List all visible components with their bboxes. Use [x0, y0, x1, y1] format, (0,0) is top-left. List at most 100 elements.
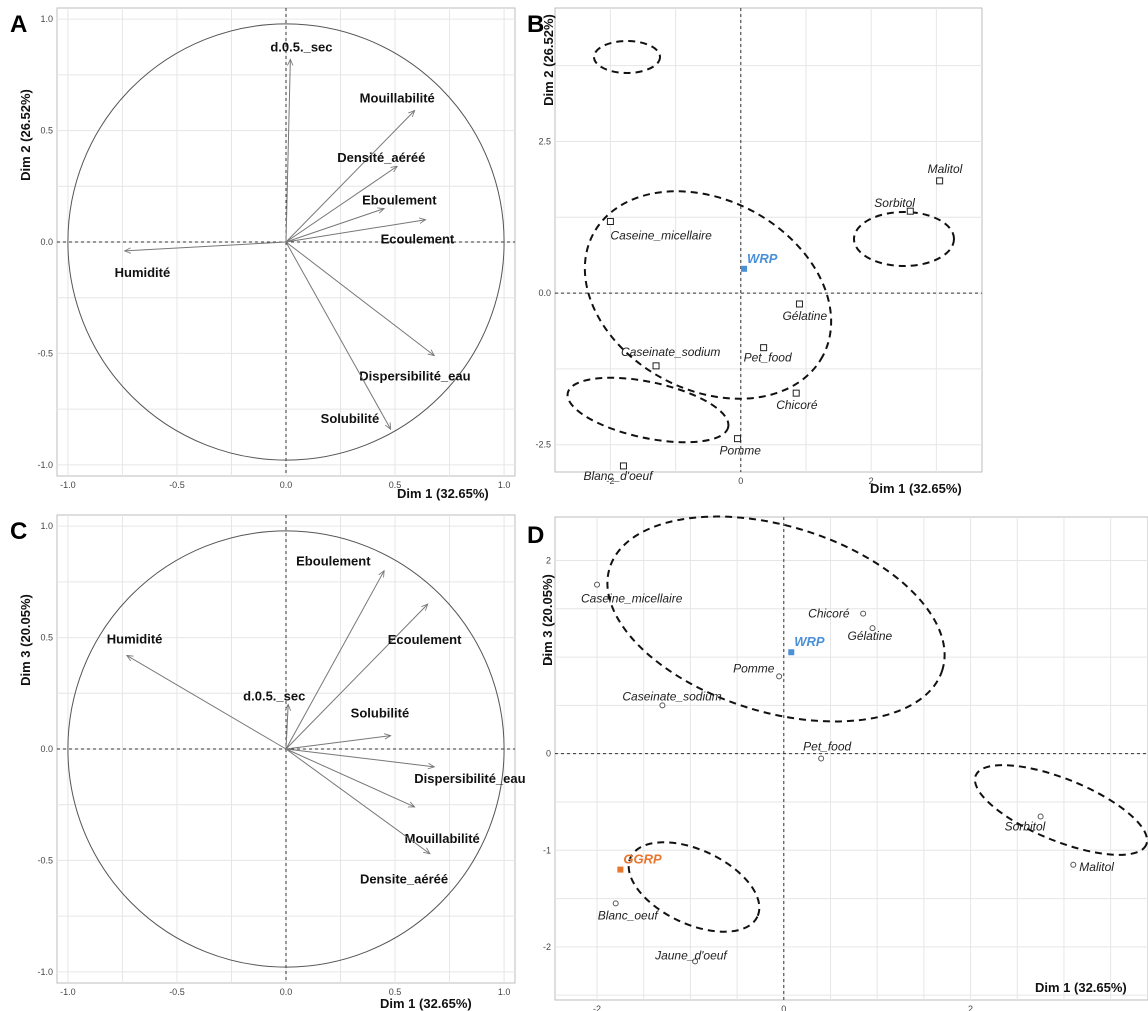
x-tick-label: 0.5: [389, 480, 402, 490]
point-blanc-oeuf: [612, 900, 619, 907]
point-caseinate-sodium: [652, 362, 660, 370]
point-label-chicore: Chicoré: [776, 398, 818, 412]
x-tick-label: 2: [869, 476, 874, 486]
point-label-blanc-d-oeuf: Blanc_d'oeuf: [583, 469, 654, 483]
variable-label-solubilite: Solubilité: [351, 706, 410, 721]
supplementary-point-ggrp: [617, 866, 624, 873]
panel-d: -2 0 2 2 1 0 -1 -2 Caseine_micellaire Chicoré Géla…: [527, 515, 1148, 1011]
supplementary-label-ggrp: GGRP: [623, 852, 662, 867]
point-label-sorbitol: Sorbitol: [874, 196, 915, 210]
variable-arrow-humidite: [127, 655, 287, 750]
x-tick-label: -1.0: [60, 480, 76, 490]
cluster-ellipse: [606, 515, 946, 723]
x-tick-label: -0.5: [169, 987, 185, 997]
point-label-pomme: Pomme: [720, 444, 762, 458]
variable-label-eboulement: Eboulement: [296, 554, 371, 569]
y-tick-label: 2.5: [538, 136, 551, 146]
point-chicore: [860, 610, 867, 617]
panel-letter: A: [10, 11, 27, 38]
point-label-caseinate-sodium: Caseinate_sodium: [622, 689, 721, 703]
variable-label-densite-aeree: Densité_aéréé: [337, 150, 425, 165]
supplementary-point-wrp: [741, 265, 748, 272]
variable-arrow-dispersibilite-eau: [285, 748, 434, 767]
y-axis-title: Dim 2 (26.52%): [541, 14, 556, 106]
variable-label-ecoulement: Ecoulement: [388, 632, 462, 647]
point-caseine-micellaire: [606, 218, 614, 226]
panel-c: -1.0 -0.5 0.0 0.5 1.0 -1.0 -0.5 0.0 0.5 1.0 Eboule…: [10, 514, 526, 1011]
point-blanc-d-oeuf: [619, 462, 627, 470]
point-label-gelatine: Gélatine: [782, 309, 827, 323]
point-pet-food: [760, 344, 768, 352]
panel-letter: B: [527, 11, 544, 38]
variable-label-densite-aeree: Densite_aéréé: [360, 872, 448, 887]
point-label-pet-food: Pet_food: [803, 740, 851, 754]
x-tick-label: 1.0: [498, 987, 511, 997]
correlation-circle: [67, 23, 505, 461]
x-tick-label: 0.0: [280, 987, 293, 997]
variable-arrow-densite-aeree: [285, 166, 397, 243]
point-label-malitol: Malitol: [928, 162, 963, 176]
correlation-circle: [67, 530, 505, 968]
x-tick-label: -2: [593, 1004, 601, 1011]
variable-label-dispersibilite-eau: Dispersibilité_eau: [414, 771, 525, 786]
supplementary-label-wrp: WRP: [747, 251, 778, 266]
variable-arrow-d-0-5-sec: [286, 704, 288, 750]
variable-label-dispersibilite-eau: Dispersibilité_eau: [359, 369, 470, 384]
point-label-gelatine: Gélatine: [848, 629, 893, 643]
variable-arrow-ecoulement: [285, 604, 428, 750]
y-tick-label: 2: [546, 555, 551, 565]
variable-label-d-0-5-sec: d.0.5._sec: [270, 39, 332, 54]
tick-labels: -1.0 -0.5 0.0 0.5 1.0 -1.0 -0.5 0.0 0.5 1.0: [37, 521, 510, 997]
variable-arrow-dispersibilite-eau: [285, 241, 434, 356]
variable-label-eboulement: Eboulement: [362, 193, 437, 208]
supplementary-point-wrp: [788, 649, 795, 656]
point-label-blanc-oeuf: Blanc_oeuf: [598, 908, 660, 922]
panel-a: -1.0 -0.5 0.0 0.5 1.0 -1.0 -0.5 0.0 0.5 1.0 d.0.5.…: [10, 7, 516, 501]
supplementary-label-wrp: WRP: [794, 634, 825, 649]
variable-label-ecoulement: Ecoulement: [381, 232, 455, 247]
point-sorbitol: [906, 207, 914, 215]
y-tick-label: -2.5: [535, 440, 551, 450]
y-tick-label: 1.0: [40, 521, 53, 531]
x-tick-label: 2: [968, 1004, 973, 1011]
variable-arrow-d-0-5-sec: [285, 59, 290, 243]
y-tick-label: -0.5: [37, 855, 53, 865]
x-axis-title: Dim 1 (32.65%): [870, 481, 962, 496]
x-axis-title: Dim 1 (32.65%): [380, 996, 472, 1011]
cluster-ellipse: [973, 764, 1148, 856]
point-label-caseine-micellaire: Caseine_micellaire: [610, 229, 712, 243]
variable-label-d-0-5-sec: d.0.5._sec: [243, 688, 305, 703]
panel-letter: D: [527, 522, 544, 549]
point-label-chicore: Chicoré: [808, 607, 850, 621]
tick-labels: -1.0 -0.5 0.0 0.5 1.0 -1.0 -0.5 0.0 0.5 1.0: [37, 14, 510, 490]
cluster-ellipse: [593, 40, 661, 74]
variable-arrow-mouillabilite: [285, 111, 415, 243]
point-label-sorbitol: Sorbitol: [1005, 819, 1046, 833]
y-tick-label: 0.0: [538, 288, 551, 298]
y-tick-label: 1.0: [40, 14, 53, 24]
point-pomme: [734, 435, 742, 443]
point-malitol: [936, 177, 944, 185]
y-axis-title: Dim 3 (20.05%): [18, 594, 33, 686]
variable-label-mouillabilite: Mouillabilité: [360, 91, 435, 106]
variable-arrow-densite-aeree: [285, 748, 430, 854]
point-jaune-d-oeuf: [692, 958, 699, 965]
x-tick-label: -1.0: [60, 987, 76, 997]
x-axis-title: Dim 1 (32.65%): [397, 486, 489, 501]
variable-arrow-solubilite: [285, 736, 391, 750]
plot-frame: [554, 516, 1148, 1001]
cluster-ellipse: [583, 190, 833, 400]
point-label-caseinate-sodium: Caseinate_sodium: [621, 345, 720, 359]
variable-label-mouillabilite: Mouillabilité: [405, 831, 480, 846]
y-tick-label: 0.0: [40, 744, 53, 754]
point-pomme: [776, 673, 783, 680]
point-label-caseine-micellaire: Caseine_micellaire: [581, 592, 683, 606]
y-axis-title: Dim 3 (20.05%): [540, 574, 555, 666]
variable-arrow-solubilite: [285, 241, 391, 429]
x-tick-label: 1.0: [498, 480, 511, 490]
plot-frame: [554, 7, 983, 473]
tick-labels: -2 0 2 2 1 0 -1 -2: [543, 555, 973, 1011]
y-tick-label: 1: [546, 652, 551, 662]
point-gelatine: [869, 625, 876, 632]
